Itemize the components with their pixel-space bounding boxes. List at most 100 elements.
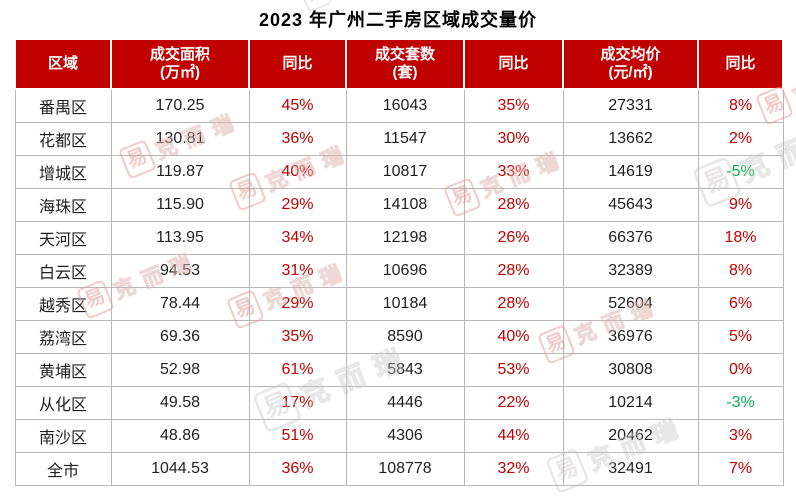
cell-price-yoy: 9% [697,188,784,222]
cell-units-yoy: 28% [463,188,564,222]
col-header-sub: (元/㎡) [608,64,653,81]
cell-area: 94.53 [110,254,250,288]
cell-units: 10184 [345,287,465,321]
cell-price-yoy: 8% [697,254,784,288]
table-body: 番禺区 170.25 45% 16043 35% 27331 8% 花都区 130.81 36% 1… [14,88,784,486]
cell-district: 增城区 [14,155,112,189]
col-header-area-yoy: 同比 [248,38,347,90]
cell-district: 番禺区 [14,88,112,123]
cell-units-yoy: 44% [463,419,564,453]
cell-district: 天河区 [14,221,112,255]
col-header-label: 同比 [282,55,313,72]
cell-area: 1044.53 [110,452,250,486]
cell-units: 4446 [345,386,465,420]
col-header-area: 成交面积 (万㎡) [110,38,250,90]
cell-area: 69.36 [110,320,250,354]
cell-area: 52.98 [110,353,250,387]
cell-price-yoy: 7% [697,452,784,486]
cell-price-yoy: 6% [697,287,784,321]
cell-units: 10696 [345,254,465,288]
cell-price: 52604 [562,287,699,321]
cell-units-yoy: 35% [463,88,564,123]
cell-price: 20462 [562,419,699,453]
cell-price-yoy: -3% [697,386,784,420]
cell-units: 4306 [345,419,465,453]
cell-price-yoy: 5% [697,320,784,354]
col-header-label: 成交均价 [600,46,661,63]
cell-price: 30808 [562,353,699,387]
cell-units: 108778 [345,452,465,486]
cell-units-yoy: 28% [463,254,564,288]
cell-area: 115.90 [110,188,250,222]
cell-units: 10817 [345,155,465,189]
cell-area-yoy: 35% [248,320,347,354]
cell-area: 49.58 [110,386,250,420]
cell-area-yoy: 29% [248,287,347,321]
cell-district: 南沙区 [14,419,112,453]
cell-area-yoy: 36% [248,122,347,156]
col-header-units-yoy: 同比 [463,38,564,90]
cell-price: 36976 [562,320,699,354]
cell-price-yoy: -5% [697,155,784,189]
cell-area-yoy: 31% [248,254,347,288]
cell-price: 32389 [562,254,699,288]
col-header-units: 成交套数 (套) [345,38,465,90]
table-row: 番禺区 170.25 45% 16043 35% 27331 8% [14,88,784,123]
cell-units-yoy: 33% [463,155,564,189]
table-row: 越秀区 78.44 29% 10184 28% 52604 6% [14,287,784,321]
cell-district: 越秀区 [14,287,112,321]
cell-area: 78.44 [110,287,250,321]
table-header: 区域 成交面积 (万㎡) 同比 成交套数 (套) 同比 [14,38,784,90]
cell-units-yoy: 40% [463,320,564,354]
cell-units-yoy: 26% [463,221,564,255]
cell-price: 27331 [562,88,699,123]
col-header-price: 成交均价 (元/㎡) [562,38,699,90]
cell-district: 从化区 [14,386,112,420]
cell-units-yoy: 32% [463,452,564,486]
table-row: 天河区 113.95 34% 12198 26% 66376 18% [14,221,784,255]
cell-area-yoy: 51% [248,419,347,453]
cell-price-yoy: 0% [697,353,784,387]
table-row: 从化区 49.58 17% 4446 22% 10214 -3% [14,386,784,420]
cell-price-yoy: 2% [697,122,784,156]
cell-units-yoy: 30% [463,122,564,156]
table-row: 南沙区 48.86 51% 4306 44% 20462 3% [14,419,784,453]
col-header-sub: (万㎡) [160,64,200,81]
cell-area-yoy: 17% [248,386,347,420]
cell-price: 14619 [562,155,699,189]
cell-area-yoy: 61% [248,353,347,387]
cell-price: 66376 [562,221,699,255]
col-header-label: 成交面积 [149,46,210,63]
cell-area-yoy: 36% [248,452,347,486]
cell-district: 黄埔区 [14,353,112,387]
cell-area: 113.95 [110,221,250,255]
cell-area: 119.87 [110,155,250,189]
cell-area: 170.25 [110,88,250,123]
table-row: 黄埔区 52.98 61% 5843 53% 30808 0% [14,353,784,387]
table-row-citywide: 全市 1044.53 36% 108778 32% 32491 7% [14,452,784,486]
cell-price-yoy: 3% [697,419,784,453]
cell-district: 荔湾区 [14,320,112,354]
table-row: 白云区 94.53 31% 10696 28% 32389 8% [14,254,784,288]
cell-units: 8590 [345,320,465,354]
cell-price-yoy: 8% [697,88,784,123]
col-header-label: 同比 [725,55,756,72]
col-header-sub: (套) [392,64,418,81]
cell-area-yoy: 45% [248,88,347,123]
table-row: 增城区 119.87 40% 10817 33% 14619 -5% [14,155,784,189]
cell-units: 16043 [345,88,465,123]
col-header-price-yoy: 同比 [697,38,784,90]
cell-units: 14108 [345,188,465,222]
cell-price-yoy: 18% [697,221,784,255]
cell-area-yoy: 29% [248,188,347,222]
cell-district: 花都区 [14,122,112,156]
cell-units: 12198 [345,221,465,255]
cell-price: 10214 [562,386,699,420]
col-header-district: 区域 [14,38,112,90]
col-header-label: 区域 [47,55,78,72]
cell-units: 11547 [345,122,465,156]
cell-district: 白云区 [14,254,112,288]
cell-price: 32491 [562,452,699,486]
cell-units-yoy: 53% [463,353,564,387]
